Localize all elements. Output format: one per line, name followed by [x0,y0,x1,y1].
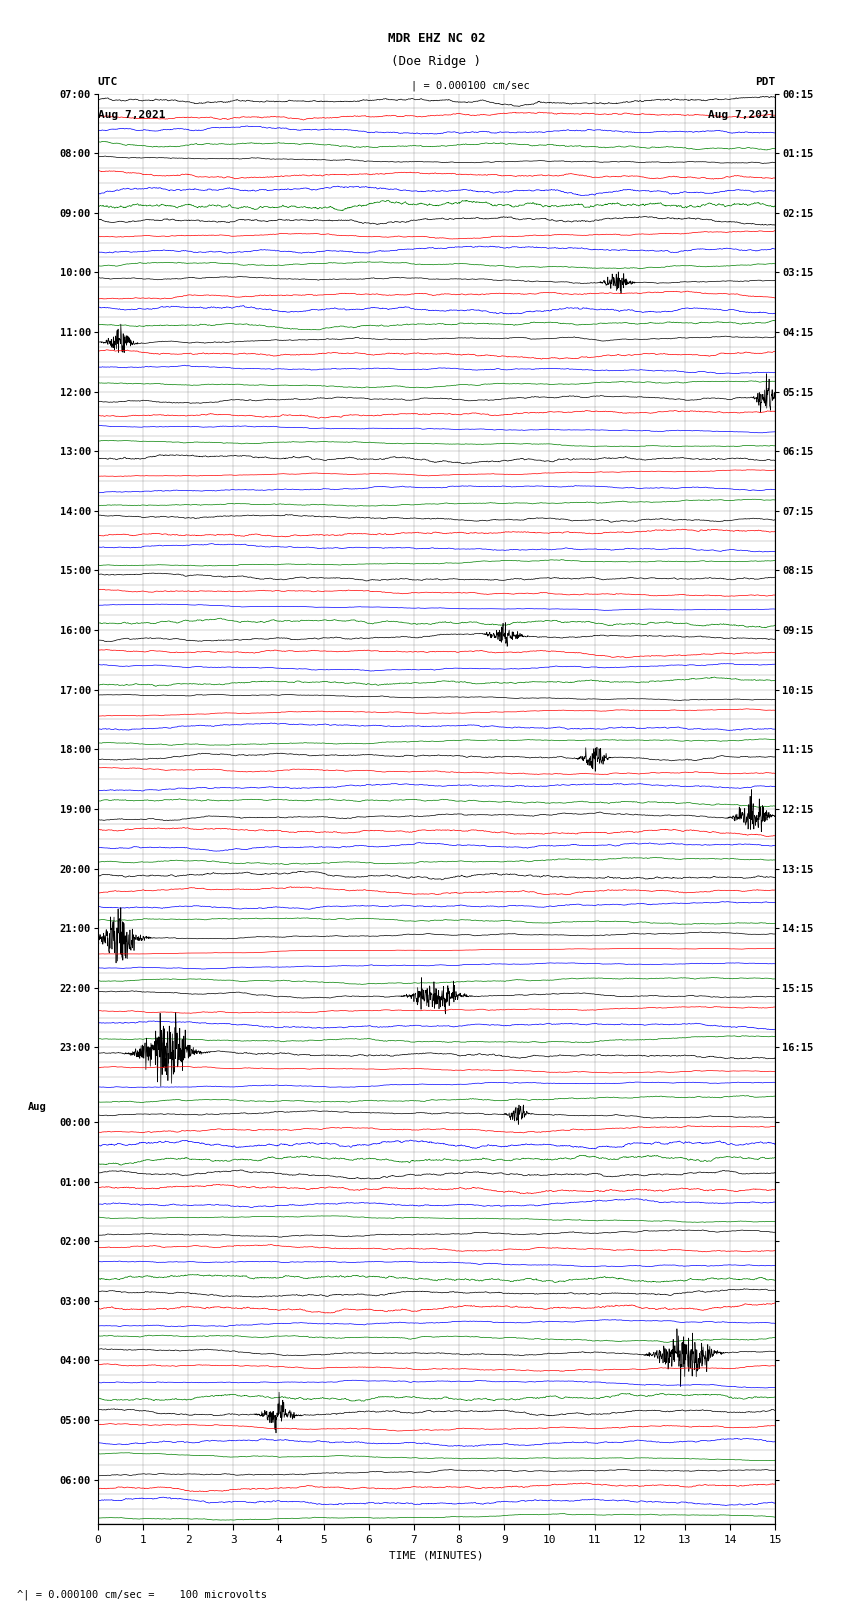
Text: PDT: PDT [755,77,775,87]
Text: MDR EHZ NC 02: MDR EHZ NC 02 [388,32,485,45]
Text: Aug 7,2021: Aug 7,2021 [708,110,775,119]
Text: ^| = 0.000100 cm/sec =    100 microvolts: ^| = 0.000100 cm/sec = 100 microvolts [17,1589,267,1600]
Text: (Doe Ridge ): (Doe Ridge ) [392,55,481,68]
Text: Aug 7,2021: Aug 7,2021 [98,110,165,119]
Text: Aug: Aug [28,1102,47,1111]
Text: UTC: UTC [98,77,118,87]
Text: | = 0.000100 cm/sec: | = 0.000100 cm/sec [411,81,530,92]
X-axis label: TIME (MINUTES): TIME (MINUTES) [389,1550,484,1560]
